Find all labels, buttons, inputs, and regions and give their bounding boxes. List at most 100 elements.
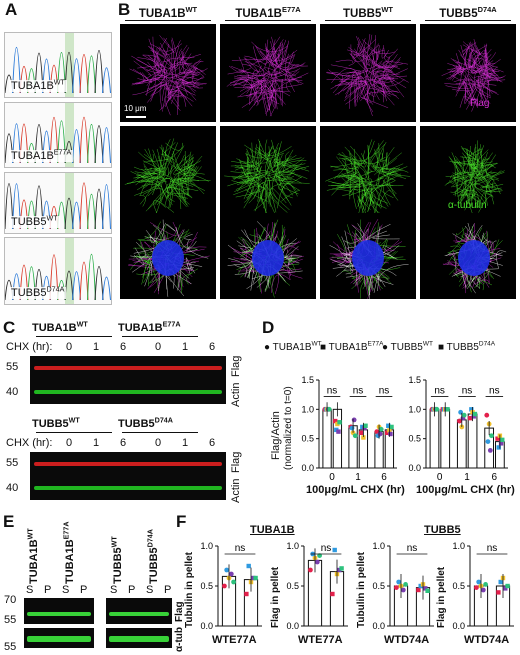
micrograph-image bbox=[325, 139, 411, 217]
blot-top-timepoint: 6 bbox=[209, 341, 216, 353]
microtubule-filament bbox=[374, 77, 405, 87]
e-header-sup: WT bbox=[110, 536, 119, 548]
data-point bbox=[308, 567, 313, 573]
microtubule-filament bbox=[443, 261, 468, 278]
chromatogram-peak bbox=[72, 129, 81, 164]
microtubule-filament bbox=[482, 183, 504, 189]
micrograph-image bbox=[224, 139, 310, 218]
microtubule-filament bbox=[184, 156, 198, 180]
chromatogram-peak bbox=[79, 54, 89, 94]
microtubule-filament bbox=[271, 187, 287, 204]
microtubule-filament bbox=[230, 171, 265, 179]
microtubule-filament bbox=[147, 171, 166, 197]
microtubule-filament bbox=[373, 54, 398, 78]
microtubule-filament bbox=[357, 44, 370, 67]
micrograph-image bbox=[124, 138, 211, 216]
data-point bbox=[471, 414, 476, 419]
microtubule-filament bbox=[253, 71, 271, 106]
microtubule-filament bbox=[470, 60, 492, 74]
data-point bbox=[469, 407, 474, 412]
microtubule-filament bbox=[462, 147, 478, 175]
data-point bbox=[483, 582, 488, 587]
data-point bbox=[244, 591, 249, 597]
y-tick-label: 0.0 bbox=[372, 621, 385, 631]
significance-label: ns bbox=[434, 385, 445, 396]
microtubule-filament bbox=[365, 87, 397, 98]
microtubule-filament bbox=[360, 276, 390, 299]
micrograph-r1-c0 bbox=[120, 126, 216, 224]
chromatogram-peak bbox=[94, 125, 104, 164]
microtubule-filament bbox=[149, 43, 171, 63]
microtubule-filament bbox=[132, 61, 157, 96]
column-header-2: TUBB5WT bbox=[320, 6, 416, 21]
microtubule-filament bbox=[326, 55, 366, 77]
tubulin-channel-label: α-tubulin bbox=[448, 200, 487, 211]
microtubule-filament bbox=[349, 173, 353, 200]
chromatogram-peak bbox=[87, 55, 96, 94]
microtubule-filament bbox=[369, 65, 401, 74]
microtubule-filament bbox=[279, 172, 308, 206]
microtubule-filament bbox=[230, 165, 253, 168]
microtubule-filament bbox=[383, 77, 400, 94]
e-header-gene: TUBA1B bbox=[28, 539, 40, 584]
blot-top-timepoint: 1 bbox=[93, 341, 100, 353]
microtubule-filament bbox=[455, 84, 466, 104]
microtubule-filament bbox=[130, 259, 159, 290]
chromatogram-peak bbox=[49, 254, 59, 301]
microtubule-filament bbox=[338, 171, 356, 178]
microtubule-filament bbox=[452, 160, 465, 176]
microtubule-filament bbox=[364, 91, 398, 104]
microtubule-filament bbox=[245, 180, 254, 199]
alpha-tub-band bbox=[109, 636, 169, 642]
microtubule-filament bbox=[446, 263, 472, 288]
chromatogram-peak bbox=[12, 46, 21, 94]
y-tick-label: 0.5 bbox=[452, 581, 465, 591]
microtubule-filament bbox=[371, 48, 377, 66]
chromatogram-peak bbox=[79, 261, 89, 301]
microtubule-filament bbox=[286, 73, 295, 93]
microtubule-filament bbox=[147, 79, 165, 90]
microtubule-filament bbox=[270, 61, 291, 78]
data-point bbox=[349, 425, 355, 431]
microtubule-filament bbox=[286, 245, 299, 253]
data-point bbox=[222, 583, 227, 589]
panel-label-c: C bbox=[3, 318, 16, 337]
microtubule-filament bbox=[137, 57, 157, 72]
microtubule-filament bbox=[466, 191, 478, 204]
legend-left-0: ● TUBA1BWT bbox=[264, 341, 322, 353]
significance-label: ns bbox=[407, 543, 418, 554]
blot-bottom-header-line bbox=[36, 432, 112, 433]
microtubule-filament bbox=[467, 73, 478, 107]
microtubule-filament bbox=[270, 78, 303, 103]
microtubule-filament bbox=[183, 74, 197, 96]
data-point bbox=[386, 423, 391, 428]
data-point bbox=[418, 583, 423, 589]
microtubule-filament bbox=[254, 77, 266, 100]
microtubule-filament bbox=[360, 97, 389, 109]
data-point bbox=[314, 559, 320, 565]
e-lane-label: S bbox=[26, 584, 34, 596]
alpha-tub-band bbox=[27, 636, 91, 642]
chromatogram-peak bbox=[5, 183, 14, 230]
chromatogram-label: TUBB5D74A bbox=[9, 286, 67, 299]
microtubule-filament bbox=[270, 49, 286, 66]
e-lane-label: S bbox=[62, 584, 70, 596]
microtubule-filament bbox=[271, 51, 300, 77]
bar bbox=[322, 408, 332, 469]
microtubule-filament bbox=[129, 68, 149, 80]
data-point bbox=[332, 547, 337, 553]
microtubule-filament bbox=[452, 59, 475, 69]
microtubule-filament bbox=[184, 155, 203, 181]
microtubule-filament bbox=[168, 177, 199, 192]
e-flag-blot-0 bbox=[24, 598, 94, 624]
microtubule-filament bbox=[374, 147, 380, 155]
e-lane-label: S bbox=[146, 584, 154, 596]
microtubule-filament bbox=[240, 236, 252, 256]
microtubule-filament bbox=[163, 142, 176, 154]
blot-bottom-chx-label: CHX (hr): bbox=[6, 437, 53, 449]
microtubule-filament bbox=[186, 268, 199, 285]
column-header-sup: E77A bbox=[281, 5, 301, 15]
microtubule-filament bbox=[383, 47, 398, 58]
microtubule-filament bbox=[234, 72, 265, 82]
microtubule-filament bbox=[367, 144, 385, 173]
